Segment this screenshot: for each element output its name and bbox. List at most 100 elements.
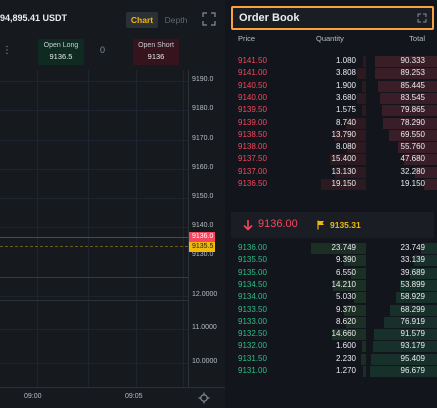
bid-quantity-bar [311, 243, 366, 254]
ask-total: 79.865 [400, 105, 425, 115]
gear-icon[interactable] [198, 392, 210, 404]
ask-quantity-bar [363, 56, 366, 67]
bid-row[interactable]: 9134.00 5.030 58.929 [226, 291, 437, 304]
price-axis[interactable]: 9190.0 9180.0 9170.0 9160.0 9150.0 9140.… [188, 70, 225, 387]
tab-depth[interactable]: Depth [164, 15, 188, 25]
ask-row[interactable]: 9137.50 15.400 47.680 [226, 153, 437, 166]
ask-price: 9139.50 [238, 105, 267, 115]
bid-total: 76.919 [400, 316, 425, 326]
volume-tick: 11.0000 [192, 324, 217, 331]
ask-total: 83.545 [400, 92, 425, 102]
bid-quantity-bar [344, 255, 366, 267]
bid-total: 53.899 [400, 279, 425, 289]
ask-depth-bar [398, 142, 437, 154]
ask-price: 9141.50 [238, 56, 267, 65]
ask-depth-bar [382, 105, 437, 117]
ask-total: 90.333 [400, 56, 425, 65]
bid-quantity-bar [344, 304, 366, 316]
expand-icon[interactable] [417, 13, 427, 23]
ask-quantity-bar [347, 142, 366, 154]
bid-row[interactable]: 9134.50 14.210 53.899 [226, 279, 437, 291]
expand-icon[interactable] [202, 12, 216, 26]
grid-line [183, 70, 184, 387]
candlestick-plot[interactable] [0, 70, 188, 387]
bid-quantity-bar [346, 316, 366, 328]
bid-row[interactable]: 9131.50 2.230 95.409 [226, 353, 437, 365]
open-long-button[interactable]: Open Long 9136.5 [38, 39, 84, 65]
ask-row[interactable]: 9137.00 13.130 32.280 [226, 166, 437, 178]
ask-quantity-bar [330, 154, 366, 166]
ask-price: 9138.50 [238, 129, 267, 139]
open-short-label: Open Short [138, 42, 174, 49]
bid-quantity: 9.390 [335, 255, 356, 265]
ask-depth-bar [380, 92, 437, 104]
last-price-marker: 9136.0 [189, 232, 215, 242]
ask-quantity-bar [362, 105, 366, 117]
ask-depth-bar [383, 117, 437, 129]
ask-row[interactable]: 9139.50 1.575 79.865 [226, 104, 437, 117]
bid-price: 9136.00 [238, 243, 267, 252]
ask-row[interactable]: 9140.00 3.680 83.545 [226, 92, 437, 104]
drag-handle-icon[interactable]: ⋮ [2, 45, 12, 56]
bid-total: 68.299 [400, 304, 425, 314]
bid-depth-bar [396, 292, 437, 304]
bid-price: 9132.50 [238, 329, 267, 339]
time-axis[interactable]: 09:00 09:05 [0, 387, 225, 408]
pane-divider[interactable] [0, 300, 188, 301]
bid-row[interactable]: 9131.00 1.270 96.679 [226, 365, 437, 377]
ask-quantity: 13.790 [331, 129, 356, 139]
position-size: 0 [100, 45, 106, 55]
bid-depth-bar [371, 353, 437, 365]
bid-price: 9133.00 [238, 316, 267, 326]
last-price: 9136.00 [258, 218, 298, 230]
bid-depth-bar [373, 341, 437, 353]
bid-price: 9135.50 [238, 255, 267, 265]
volume-tick: 10.0000 [192, 358, 218, 365]
ask-total: 85.445 [400, 80, 425, 90]
ask-quantity-bar [357, 68, 366, 80]
ask-quantity: 1.900 [335, 80, 356, 90]
bid-depth-bar [370, 366, 437, 377]
bid-quantity: 8.620 [335, 316, 356, 326]
ask-row[interactable]: 9138.50 13.790 69.550 [226, 129, 437, 141]
grid-line [0, 227, 188, 228]
ask-price: 9140.00 [238, 92, 267, 102]
pair-price: 94,895.41 USDT [0, 13, 68, 23]
bid-depth-bar [410, 267, 437, 279]
bid-depth-bar [400, 279, 437, 291]
ask-quantity-bar [362, 80, 366, 92]
ask-price: 9137.50 [238, 154, 267, 164]
bid-row[interactable]: 9135.00 6.550 39.689 [226, 267, 437, 279]
bid-row[interactable]: 9135.50 9.390 33.139 [226, 254, 437, 267]
bid-total: 23.749 [400, 243, 425, 252]
bid-row[interactable]: 9132.00 1.600 93.179 [226, 340, 437, 353]
bid-depth-bar [374, 329, 437, 341]
price-tick: 9180.0 [192, 105, 214, 112]
bid-row[interactable]: 9132.50 14.660 91.579 [226, 328, 437, 341]
price-tick: 9160.0 [192, 164, 214, 171]
column-header-quantity: Quantity [316, 34, 344, 43]
tab-chart[interactable]: Chart [126, 12, 158, 28]
ask-quantity-bar [346, 117, 366, 129]
ask-quantity-bar [335, 166, 366, 178]
arrow-down-icon [243, 220, 253, 231]
ask-row[interactable]: 9138.00 8.080 55.760 [226, 141, 437, 154]
ask-row[interactable]: 9141.50 1.080 90.333 [226, 55, 437, 67]
ask-price: 9141.00 [238, 68, 267, 78]
bid-row[interactable]: 9133.00 8.620 76.919 [226, 316, 437, 328]
grid-line [136, 70, 137, 387]
ask-row[interactable]: 9139.00 8.740 78.290 [226, 117, 437, 129]
bid-row[interactable]: 9133.50 9.370 68.299 [226, 304, 437, 316]
ask-row[interactable]: 9140.50 1.900 85.445 [226, 80, 437, 92]
bid-quantity-bar [351, 267, 366, 279]
ask-total: 32.280 [400, 166, 425, 176]
time-tick: 09:05 [125, 393, 143, 400]
grid-line [0, 363, 188, 364]
open-long-label: Open Long [43, 42, 79, 49]
open-short-button[interactable]: Open Short 9136 [133, 39, 179, 65]
ask-depth-bar [389, 129, 437, 141]
ask-row[interactable]: 9141.00 3.808 89.253 [226, 67, 437, 80]
ask-row[interactable]: 9136.50 19.150 19.150 [226, 178, 437, 190]
bid-row[interactable]: 9136.00 23.749 23.749 [226, 242, 437, 254]
position-bar: ⋮ Open Long 9136.5 0 Open Short 9136 [0, 38, 225, 66]
